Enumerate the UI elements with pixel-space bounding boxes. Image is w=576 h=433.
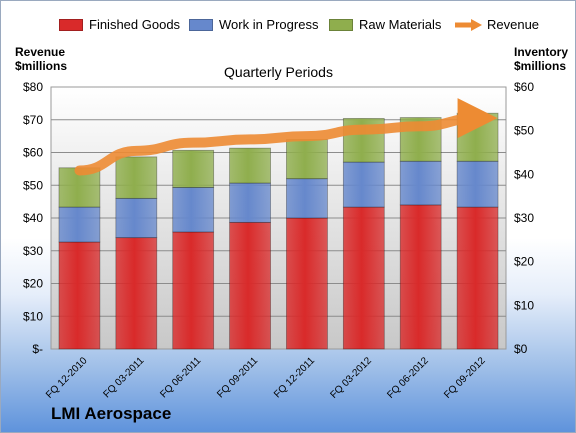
- x-tick-label: FQ 03-2011: [101, 355, 146, 400]
- bar-finished-goods: [342, 206, 385, 350]
- right-tick-label: $30: [514, 211, 534, 225]
- legend: Finished Goods Work in Progress Raw Mate…: [1, 17, 575, 33]
- bar-raw-materials: [172, 149, 215, 188]
- left-tick-label: $-: [32, 342, 43, 356]
- bar-work-in-progress: [115, 197, 158, 239]
- right-tick-label: $10: [514, 298, 534, 312]
- right-axis-label: Inventory $millions: [514, 45, 568, 73]
- bar-finished-goods: [456, 206, 499, 350]
- legend-label-raw-materials: Raw Materials: [359, 17, 442, 32]
- bar-raw-materials: [115, 156, 158, 199]
- left-tick-label: $60: [23, 146, 43, 160]
- x-tick-label: FQ 06-2011: [158, 355, 203, 400]
- legend-item-work-in-progress: Work in Progress: [189, 17, 318, 32]
- bar-raw-materials: [286, 138, 328, 180]
- bar-work-in-progress: [172, 187, 215, 233]
- bar-finished-goods: [172, 231, 215, 350]
- bar-work-in-progress: [229, 182, 271, 223]
- right-axis-label-line2: $millions: [514, 59, 567, 73]
- left-axis-label-line1: Revenue: [15, 45, 66, 59]
- legend-label-revenue: Revenue: [487, 17, 540, 32]
- chart-title: Quarterly Periods: [224, 64, 333, 80]
- legend-item-finished-goods: Finished Goods: [59, 17, 180, 32]
- bar-work-in-progress: [456, 160, 499, 208]
- left-axis-label-line2: $millions: [15, 59, 68, 73]
- legend-item-revenue: Revenue: [453, 17, 539, 32]
- x-tick-label: FQ 03-2012: [328, 355, 374, 401]
- bar-finished-goods: [399, 204, 442, 350]
- bar-work-in-progress: [58, 206, 101, 243]
- right-axis-label-line1: Inventory: [514, 45, 569, 59]
- left-tick-label: $10: [23, 309, 43, 323]
- brand-name: LMI Aerospace: [51, 404, 172, 423]
- left-tick-label: $50: [23, 178, 43, 192]
- bar-work-in-progress: [342, 161, 385, 208]
- left-tick-label: $20: [23, 277, 43, 291]
- legend-swatch-finished-goods: [59, 18, 83, 31]
- legend-swatch-work-in-progress: [189, 18, 213, 31]
- x-tick-label: FQ 09-2011: [215, 355, 260, 400]
- bar-finished-goods: [58, 241, 101, 350]
- x-tick-label: FQ 06-2012: [385, 355, 431, 401]
- legend-label-work-in-progress: Work in Progress: [219, 17, 319, 32]
- left-tick-label: $70: [23, 113, 43, 127]
- x-tick-label: FQ 09-2012: [442, 355, 488, 401]
- bar-finished-goods: [115, 237, 158, 350]
- right-tick-label: $50: [514, 124, 534, 138]
- left-tick-label: $40: [23, 211, 43, 225]
- bar-finished-goods: [229, 221, 271, 350]
- legend-swatch-raw-materials: [329, 18, 353, 31]
- legend-arrow-icon: [455, 18, 482, 31]
- bar-work-in-progress: [399, 160, 442, 206]
- left-tick-label: $30: [23, 244, 43, 258]
- right-tick-label: $0: [514, 342, 528, 356]
- legend-item-raw-materials: Raw Materials: [329, 17, 441, 32]
- bar-raw-materials: [229, 147, 271, 184]
- left-tick-label: $80: [23, 80, 43, 94]
- x-tick-label: FQ 12-2011: [272, 355, 317, 400]
- x-tick-label: FQ 12-2010: [44, 355, 90, 401]
- right-tick-label: $40: [514, 167, 534, 181]
- right-tick-label: $20: [514, 255, 534, 269]
- bar-work-in-progress: [286, 178, 328, 219]
- revenue-line: [74, 98, 498, 176]
- bar-finished-goods: [286, 217, 328, 350]
- left-axis-label: Revenue $millions: [15, 45, 67, 73]
- right-tick-label: $60: [514, 80, 534, 94]
- legend-label-finished-goods: Finished Goods: [89, 17, 181, 32]
